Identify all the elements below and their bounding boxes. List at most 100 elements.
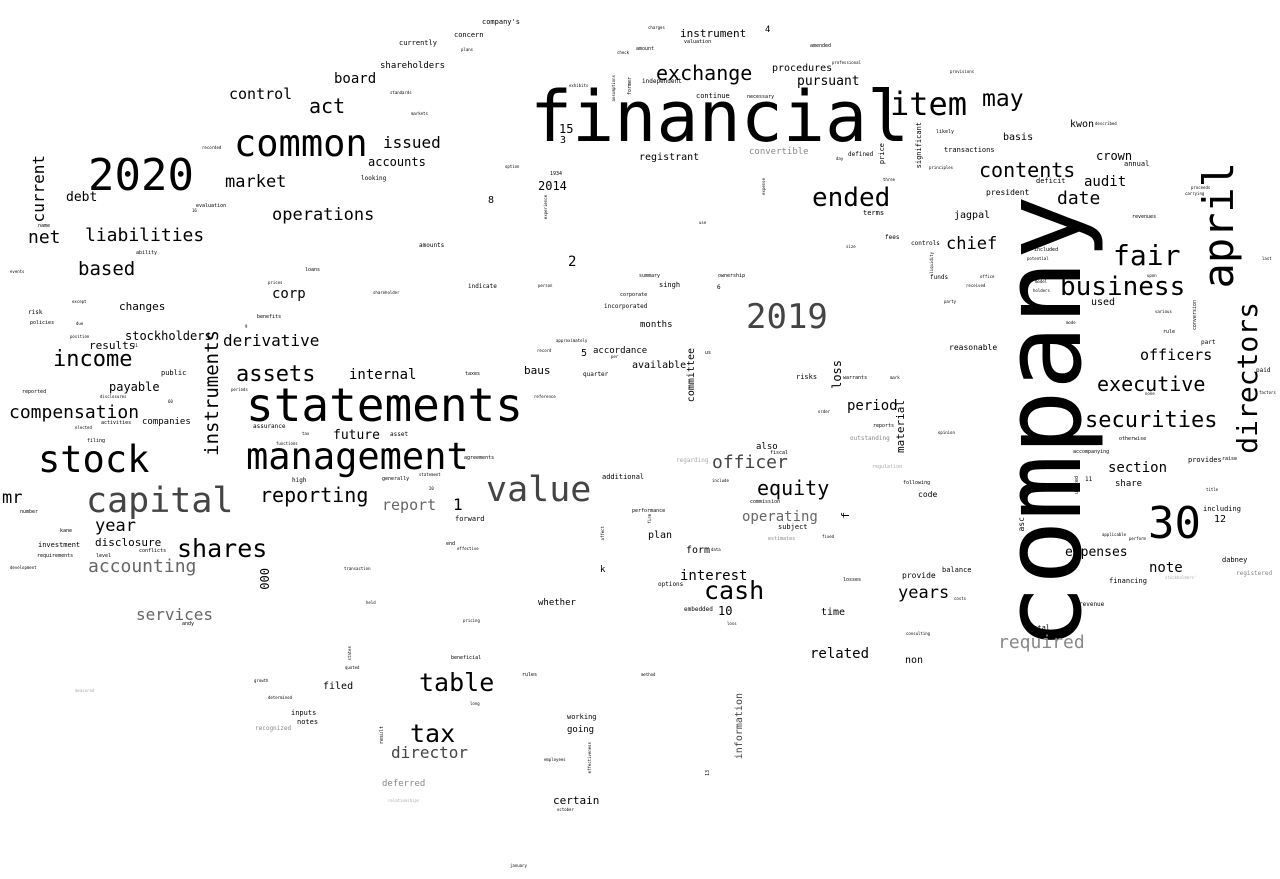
word-options: options [658,581,684,588]
word-management: management [246,435,469,478]
word-deficit: deficit [1036,177,1066,185]
word-charges: charges [648,25,665,30]
word-various: various [1155,309,1172,314]
word-except: except [72,299,87,304]
word-position: position [70,334,90,339]
word-states: states [347,646,352,661]
word-elected: elected [75,425,92,430]
word-employees: employees [544,757,566,762]
word-operating: operating [742,509,818,525]
word-transactions: transactions [944,146,995,154]
word-15: 15 [559,122,574,136]
word-investment: investment [38,541,81,549]
word-information: information [734,693,745,760]
word-costs: costs [954,596,967,601]
word-fixed: fixed [822,534,835,539]
word-loss: loss [830,360,844,389]
word-described: described [1095,121,1117,126]
word-relationships: relationships [388,798,420,803]
word-ended: ended [812,183,891,213]
word-statements: statements [246,378,523,432]
word-us: us [705,350,712,356]
word-number: number [20,509,39,515]
word-non: non [905,655,924,666]
word-annual: annual [1124,160,1150,168]
word-long: long [470,701,480,706]
word-rules: rules [522,672,538,678]
word-accordance: accordance [593,346,648,356]
word-outstanding: outstanding [850,435,890,442]
word-transaction: transaction [344,566,371,571]
word-derivative: derivative [223,331,320,350]
word-data: data [711,547,721,552]
word-effective: effective [457,546,479,551]
word-party: party [944,299,957,304]
word-agreements: agreements [464,455,495,461]
word-model: model [1035,279,1048,284]
word-due: due [76,321,84,326]
word-liabilities: liabilities [85,225,205,246]
word-reports: reports [873,423,895,429]
word-plans: plans [461,47,474,52]
word-performance: performance [632,508,666,514]
word-rule: rule [1163,329,1176,335]
word-material: material [894,400,907,453]
word-form: form [686,545,711,556]
word-officer: officer [712,452,788,473]
word-filed: filed [323,681,354,692]
word-activities: activities [101,420,132,426]
word-losses: losses [843,577,862,583]
word-last: last [1262,256,1272,261]
word-firm: firm [647,514,652,524]
word-5: 5 [581,348,588,359]
word-determined: determined [268,695,293,700]
word-president: president [986,188,1030,197]
word-assurance: assurance [253,423,286,430]
word-corporate: corporate [620,292,648,298]
word-date: date [1057,188,1101,209]
word-60: 60 [168,399,173,404]
word-concern: concern [454,31,484,39]
word-significant: significant [915,122,923,169]
word-corp: corp [272,286,306,302]
word-compensation: compensation [9,402,140,423]
word-andy: andy [182,621,195,627]
word-13: 13 [705,770,711,777]
word-policies: policies [30,320,55,326]
word-pricing: pricing [463,618,480,623]
word-looking: looking [361,175,387,182]
word-net: net [28,227,61,248]
word-tax: tax [410,719,456,748]
word-potential: potential [1027,256,1049,261]
word-quoted: quoted [345,665,360,670]
word-2: 2 [568,254,577,270]
word-use: use [699,220,707,225]
word-directors: directors [1231,302,1264,454]
word-board: board [334,71,377,87]
word-statement: statement [419,472,441,477]
word-taxes: taxes [465,371,481,377]
word-also: also [756,442,778,452]
word-contents: contents [979,158,1076,182]
word-part: part [1201,339,1216,346]
word-k: k [600,565,606,575]
word-debt: debt [66,190,98,205]
word-21: 21 [133,343,138,348]
word-consulting: consulting [906,631,931,636]
word-act: act [309,94,346,118]
word-loans: loans [305,267,321,273]
word-changes: changes [119,300,166,313]
word-exchange: exchange [656,61,753,85]
word-baus: baus [524,364,551,377]
word-controls: controls [911,240,940,247]
word-prices: prices [268,280,283,285]
word-risk: risk [28,309,43,316]
word-subject: subject [778,523,808,531]
word-person: person [538,283,553,288]
word-provides: provides [1188,456,1222,464]
word-former: former [627,77,633,96]
word-control: control [229,85,293,103]
word-cash: cash [704,576,765,605]
word-following: following [903,480,931,486]
